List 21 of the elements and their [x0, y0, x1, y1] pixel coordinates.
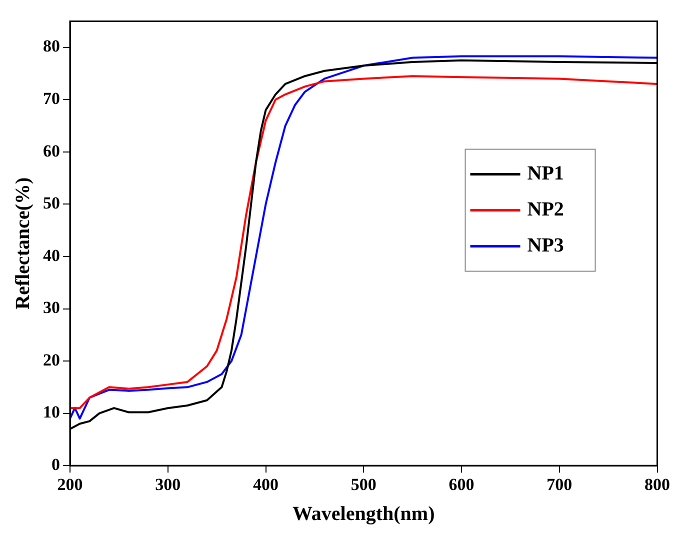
x-tick-label: 400: [253, 475, 278, 494]
x-axis-title: Wavelength(nm): [292, 503, 435, 526]
legend-label: NP1: [527, 162, 564, 184]
y-tick-label: 40: [43, 246, 60, 265]
y-tick-label: 70: [43, 89, 60, 108]
y-axis-title: Reflectance(%): [12, 177, 34, 310]
y-tick-label: 10: [43, 402, 60, 422]
y-tick-label: 0: [52, 454, 60, 474]
y-tick-label: 30: [43, 298, 60, 318]
x-tick-label: 500: [350, 475, 376, 494]
x-tick-label: 300: [155, 475, 181, 494]
x-tick-label: 700: [546, 475, 572, 494]
legend-label: NP3: [527, 234, 564, 256]
legend-label: NP2: [527, 198, 564, 220]
y-tick-label: 50: [43, 194, 60, 213]
x-tick-label: 800: [644, 475, 670, 494]
y-tick-label: 80: [43, 36, 60, 56]
x-tick-label: 200: [57, 475, 83, 494]
x-tick-label: 600: [448, 475, 474, 494]
y-tick-label: 60: [43, 141, 60, 160]
y-tick-label: 20: [43, 350, 60, 370]
